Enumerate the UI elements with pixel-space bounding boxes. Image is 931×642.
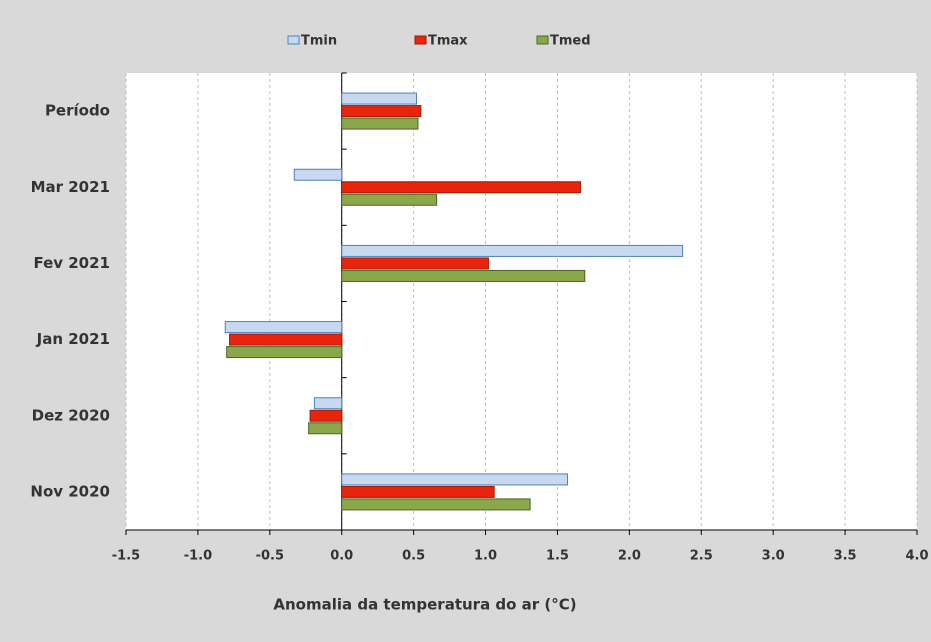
y-tick-label: Nov 2020 — [30, 482, 110, 500]
y-tick-label: Jan 2021 — [36, 330, 110, 348]
y-tick-label: Dez 2020 — [32, 406, 110, 424]
y-tick-label: Mar 2021 — [31, 178, 110, 196]
x-tick-label: -0.5 — [256, 549, 284, 564]
y-tick-label: Período — [45, 102, 110, 120]
bar — [341, 117, 419, 130]
bar — [341, 105, 422, 118]
bar — [293, 168, 343, 181]
bar — [341, 92, 418, 105]
x-tick-label: -1.0 — [184, 549, 212, 564]
legend-swatch — [414, 35, 427, 45]
bar — [224, 321, 343, 334]
bar — [226, 346, 343, 359]
legend-label: Tmax — [428, 34, 468, 49]
x-tick-label: 4.0 — [905, 549, 928, 564]
x-tick-label: 0.5 — [402, 549, 425, 564]
bar — [308, 422, 343, 435]
y-tick-label: Fev 2021 — [33, 254, 110, 272]
bar — [341, 473, 569, 486]
bar — [313, 397, 343, 410]
bar — [341, 257, 489, 270]
x-tick-label: -1.5 — [112, 549, 140, 564]
legend-swatch — [287, 35, 300, 45]
bar — [341, 244, 684, 257]
legend-label: Tmin — [301, 34, 337, 49]
plot-area — [126, 73, 917, 530]
x-tick-label: 2.5 — [690, 549, 713, 564]
x-tick-label: 2.0 — [618, 549, 641, 564]
x-tick-label: 1.0 — [474, 549, 497, 564]
legend-label: Tmed — [550, 34, 591, 49]
bar — [309, 409, 343, 422]
bar — [229, 333, 343, 346]
x-tick-label: 1.5 — [546, 549, 569, 564]
bar — [341, 181, 581, 194]
bar — [341, 193, 438, 206]
x-tick-label: 3.5 — [834, 549, 857, 564]
legend-swatch — [536, 35, 549, 45]
bar — [341, 269, 586, 282]
x-tick-label: 3.0 — [762, 549, 785, 564]
x-tick-label: 0.0 — [330, 549, 353, 564]
x-axis-title: Anomalia da temperatura do ar (°C) — [273, 596, 576, 614]
bar — [341, 485, 495, 498]
bar — [341, 498, 531, 511]
